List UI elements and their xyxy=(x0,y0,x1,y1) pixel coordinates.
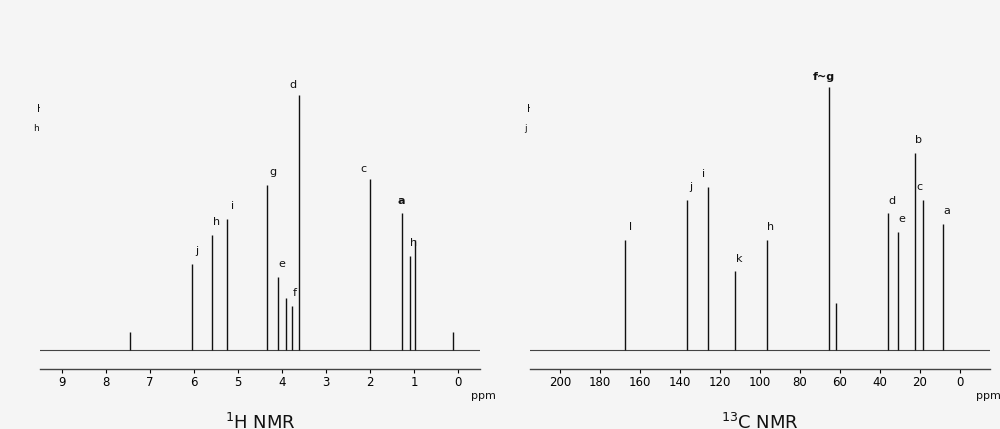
Text: j: j xyxy=(196,246,199,256)
Text: f: f xyxy=(656,97,660,105)
Text: a: a xyxy=(944,206,950,216)
Text: $^{13}$C NMR: $^{13}$C NMR xyxy=(721,412,799,429)
Text: d: d xyxy=(888,196,896,205)
Text: CH$_3$: CH$_3$ xyxy=(625,59,646,73)
Text: O: O xyxy=(589,114,598,124)
Text: O: O xyxy=(124,116,132,126)
Text: f: f xyxy=(129,138,132,147)
Text: a: a xyxy=(398,196,405,205)
Text: i: i xyxy=(231,201,234,211)
Text: h: h xyxy=(410,238,418,248)
Text: e: e xyxy=(899,214,905,224)
Text: h: h xyxy=(213,217,220,227)
Text: i: i xyxy=(702,169,706,179)
Text: g: g xyxy=(616,138,622,147)
Text: c: c xyxy=(611,95,616,104)
Text: CH$_3$: CH$_3$ xyxy=(678,115,699,129)
Text: k: k xyxy=(736,254,742,263)
Text: O: O xyxy=(614,116,622,126)
Text: CH$_3$: CH$_3$ xyxy=(135,59,156,73)
Text: d: d xyxy=(289,80,296,90)
Text: ppm: ppm xyxy=(471,391,496,401)
Text: c: c xyxy=(916,182,922,193)
Text: e: e xyxy=(661,100,667,109)
Text: g: g xyxy=(269,166,276,177)
Text: H$_2$C: H$_2$C xyxy=(526,103,548,116)
Text: f~g: f~g xyxy=(813,72,835,82)
Text: h: h xyxy=(767,222,775,232)
Text: g: g xyxy=(610,107,616,116)
Text: O: O xyxy=(639,136,647,145)
Text: O: O xyxy=(149,136,157,145)
Text: h: h xyxy=(624,81,630,90)
Text: g: g xyxy=(120,107,126,116)
Text: a: a xyxy=(626,57,632,66)
Text: d: d xyxy=(171,100,177,109)
Text: O: O xyxy=(79,140,88,150)
Text: O: O xyxy=(569,140,578,150)
Text: O: O xyxy=(663,112,671,122)
Text: i: i xyxy=(152,149,154,158)
Text: f: f xyxy=(293,288,297,298)
Text: h, j: h, j xyxy=(34,124,48,133)
Text: O: O xyxy=(99,114,108,124)
Text: j: j xyxy=(524,124,527,133)
Text: l: l xyxy=(629,222,633,232)
Text: CH$_3$: CH$_3$ xyxy=(188,115,209,129)
Text: h: h xyxy=(120,95,126,104)
Text: j: j xyxy=(689,182,693,193)
Text: CH$_3$: CH$_3$ xyxy=(580,77,601,91)
Text: c: c xyxy=(361,164,367,174)
Text: $^{1}$H NMR: $^{1}$H NMR xyxy=(225,412,295,429)
Text: l: l xyxy=(582,131,584,139)
Text: H$_2$C: H$_2$C xyxy=(36,103,58,116)
Text: b: b xyxy=(565,72,571,81)
Text: k: k xyxy=(558,92,563,101)
Text: b: b xyxy=(916,135,922,145)
Text: ppm: ppm xyxy=(976,391,1000,401)
Text: O: O xyxy=(173,112,181,122)
Text: d: d xyxy=(637,104,643,113)
Text: i: i xyxy=(642,149,644,158)
Text: e: e xyxy=(279,259,285,269)
Text: e: e xyxy=(147,104,153,113)
Text: CH$_3$: CH$_3$ xyxy=(90,77,111,91)
Text: a: a xyxy=(136,57,143,66)
Text: c: c xyxy=(76,72,81,81)
